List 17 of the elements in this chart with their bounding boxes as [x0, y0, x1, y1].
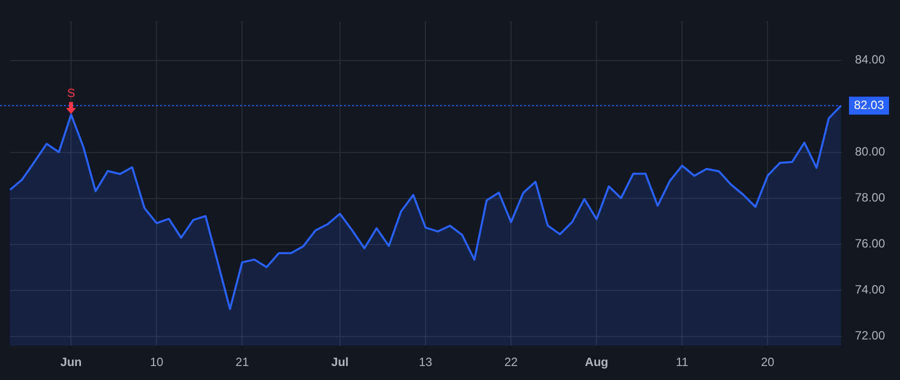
x-tick-label: Aug [584, 355, 608, 370]
y-tick-label: 72.00 [855, 328, 886, 343]
x-tick-label: 13 [418, 355, 432, 370]
x-tick-label: 11 [676, 355, 689, 370]
y-tick-label: 74.00 [855, 282, 886, 297]
x-tick-label: 10 [150, 355, 164, 370]
x-tick-label: Jul [331, 355, 349, 370]
y-tick-label: 76.00 [855, 236, 886, 251]
x-tick-label: 21 [236, 355, 250, 370]
y-tick-label: 78.00 [855, 190, 886, 205]
x-tick-label: 22 [504, 355, 518, 370]
y-tick-label: 84.00 [855, 52, 886, 67]
x-tick-label: Jun [60, 355, 82, 370]
annotation: S [67, 86, 76, 100]
x-tick-label: 20 [760, 355, 775, 370]
ref-line-label: 82.03 [854, 98, 884, 112]
y-tick-label: 80.00 [855, 144, 886, 159]
